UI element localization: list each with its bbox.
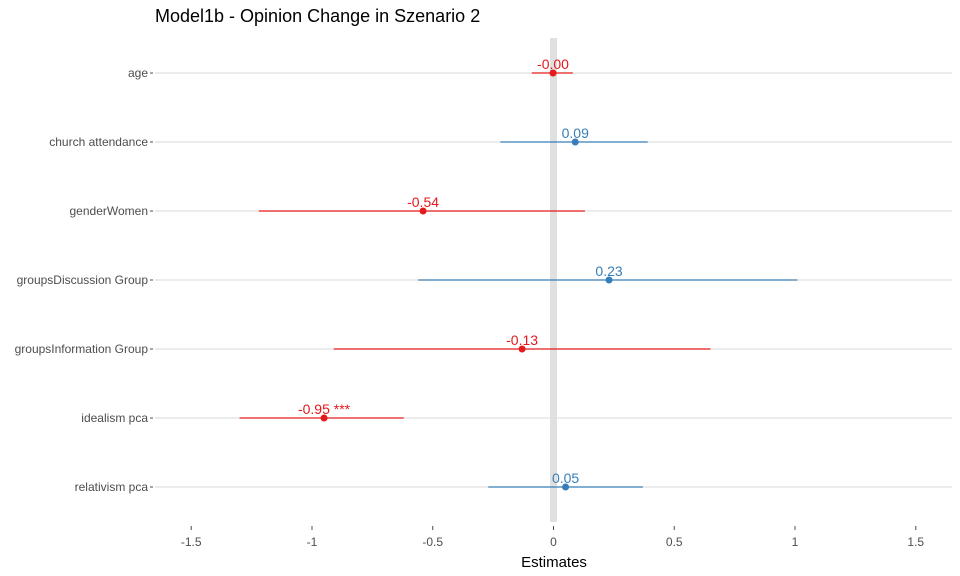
y-tick-label: age (128, 66, 148, 80)
x-axis-title: Estimates (521, 554, 587, 571)
value-label: 0.09 (562, 125, 589, 141)
y-tick-label: idealism pca (81, 411, 148, 425)
y-tick-label: groupsDiscussion Group (17, 273, 149, 287)
x-tick-label: 1.5 (907, 535, 924, 549)
label-layer: -0.00 0.09 -0.54 0.23 -0.13 -0.95 *** 0.05 (298, 56, 623, 486)
x-tick-label: 0.5 (666, 535, 683, 549)
y-tick-label: groupsInformation Group (15, 342, 149, 356)
x-tick-label: -0.5 (422, 535, 443, 549)
estimate-point (419, 207, 427, 215)
estimate-point (571, 138, 579, 146)
value-label: 0.23 (595, 263, 622, 279)
value-label: -0.95 *** (298, 401, 351, 417)
estimate-point (518, 345, 526, 353)
estimate-point (562, 483, 570, 491)
value-label: -0.54 (407, 194, 439, 210)
point-layer (320, 69, 613, 491)
estimate-point (320, 414, 328, 422)
estimate-point (605, 276, 613, 284)
x-axis: -1.5 -1 -0.5 0 0.5 1 1.5 (181, 526, 924, 549)
estimate-point (549, 69, 557, 77)
value-label: 0.05 (552, 470, 579, 486)
chart-title: Model1b - Opinion Change in Szenario 2 (155, 6, 481, 26)
x-tick-label: 1 (792, 535, 799, 549)
y-tick-label: genderWomen (70, 204, 149, 218)
y-tick-label: relativism pca (75, 480, 149, 494)
value-label: -0.13 (506, 332, 538, 348)
y-axis: age church attendance genderWomen groupsDis… (15, 66, 153, 494)
value-label: -0.00 (537, 56, 569, 72)
x-tick-label: -1.5 (181, 535, 202, 549)
x-tick-label: 0 (550, 535, 557, 549)
y-tick-label: church attendance (49, 135, 148, 149)
x-tick-label: -1 (307, 535, 318, 549)
